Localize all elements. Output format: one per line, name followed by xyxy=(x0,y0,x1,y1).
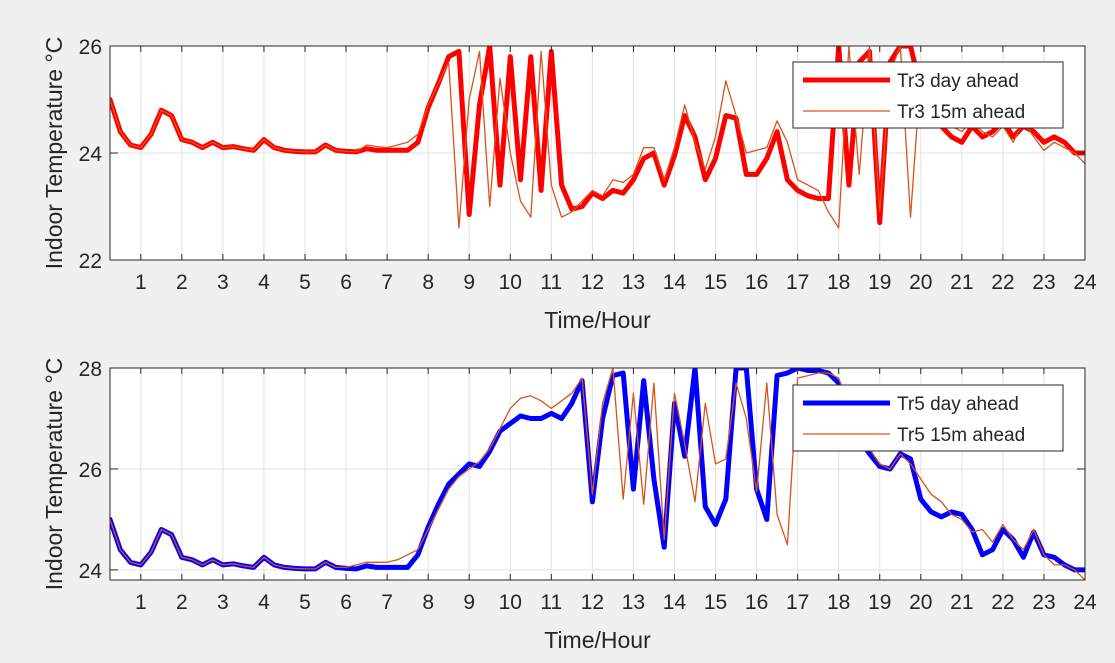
x-tick-label: 21 xyxy=(950,271,973,294)
x-tick-label: 3 xyxy=(217,591,229,614)
series-line-2 xyxy=(110,368,1085,580)
y-tick-label: 28 xyxy=(79,358,102,381)
x-tick-label: 20 xyxy=(909,591,932,614)
x-tick-label: 17 xyxy=(786,591,809,614)
x-tick-label: 11 xyxy=(540,271,562,294)
x-tick-label: 8 xyxy=(422,271,434,294)
x-tick-label: 13 xyxy=(622,271,645,294)
legend-label-2: Tr3 15m ahead xyxy=(897,102,1025,123)
x-tick-label: 12 xyxy=(581,591,604,614)
x-tick-label: 16 xyxy=(745,271,768,294)
x-tick-label: 24 xyxy=(1073,591,1097,614)
x-tick-label: 10 xyxy=(499,271,522,294)
x-tick-label: 1 xyxy=(135,271,147,294)
y-tick-label: 26 xyxy=(79,36,102,59)
x-tick-label: 14 xyxy=(663,271,687,294)
y-tick-label: 24 xyxy=(79,143,103,166)
legend-label-1: Tr5 day ahead xyxy=(897,394,1019,415)
x-tick-label: 18 xyxy=(827,271,850,294)
x-tick-label: 5 xyxy=(299,591,311,614)
x-tick-label: 5 xyxy=(299,271,311,294)
x-axis-label: Time/Hour xyxy=(544,627,651,653)
top-chart-tr3: 1 2 3 4 5 6 7 8 9 10 11 12 13 14 15 16 17 18 19 20 21 22 23 242… xyxy=(41,36,1097,333)
y-tick-label: 26 xyxy=(79,459,102,482)
legend-label-1: Tr3 day ahead xyxy=(897,71,1019,92)
axes-box xyxy=(109,367,1086,581)
x-tick-label: 15 xyxy=(704,591,727,614)
x-tick-label: 9 xyxy=(463,271,475,294)
legend-label-2: Tr5 15m ahead xyxy=(897,425,1025,446)
y-tick-label: 24 xyxy=(79,560,103,583)
x-tick-label: 16 xyxy=(745,591,768,614)
x-tick-label: 6 xyxy=(340,591,352,614)
x-tick-label: 10 xyxy=(499,591,522,614)
x-tick-label: 3 xyxy=(217,271,229,294)
x-tick-label: 4 xyxy=(258,271,270,294)
series-group xyxy=(110,368,1085,580)
legend-box xyxy=(792,61,1064,129)
x-tick-label: 12 xyxy=(581,271,604,294)
y-axis-label: Indoor Temperature °C xyxy=(41,37,67,270)
x-tick-label: 6 xyxy=(340,271,352,294)
x-tick-label: 23 xyxy=(1032,271,1055,294)
x-tick-label: 14 xyxy=(663,591,687,614)
x-tick-label: 15 xyxy=(704,271,727,294)
x-tick-label: 19 xyxy=(868,271,891,294)
x-tick-label: 4 xyxy=(258,591,270,614)
x-tick-label: 8 xyxy=(422,591,434,614)
x-tick-label: 24 xyxy=(1073,271,1097,294)
x-tick-label: 2 xyxy=(176,271,188,294)
x-tick-label: 11 xyxy=(540,591,562,614)
x-tick-label: 17 xyxy=(786,271,809,294)
x-tick-label: 9 xyxy=(463,591,475,614)
x-tick-label: 23 xyxy=(1032,591,1055,614)
x-tick-label: 1 xyxy=(135,591,147,614)
x-tick-label: 21 xyxy=(950,591,973,614)
x-tick-label: 2 xyxy=(176,591,188,614)
y-tick-label: 22 xyxy=(79,250,102,273)
x-tick-label: 22 xyxy=(991,591,1014,614)
bottom-chart-tr5: 1 2 3 4 5 6 7 8 9 10 11 12 13 14 15 16 17 18 19 20 21 22 23 242… xyxy=(41,358,1097,653)
y-axis-label: Indoor Temperature °C xyxy=(41,358,67,591)
x-tick-label: 20 xyxy=(909,271,932,294)
x-axis-label: Time/Hour xyxy=(544,307,651,333)
x-tick-label: 18 xyxy=(827,591,850,614)
x-tick-label: 7 xyxy=(381,591,393,614)
legend-box xyxy=(792,384,1064,452)
x-tick-label: 13 xyxy=(622,591,645,614)
x-tick-label: 7 xyxy=(381,271,393,294)
x-tick-label: 22 xyxy=(991,271,1014,294)
x-tick-label: 19 xyxy=(868,591,891,614)
